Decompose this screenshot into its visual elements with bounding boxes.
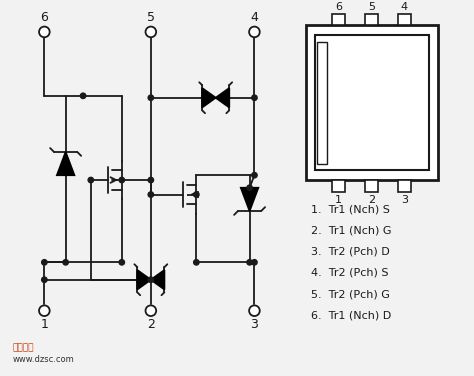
Text: 2: 2 xyxy=(147,318,155,332)
Circle shape xyxy=(63,259,68,265)
Circle shape xyxy=(39,305,50,316)
Bar xyxy=(318,42,327,164)
Circle shape xyxy=(148,95,154,100)
Bar xyxy=(315,35,428,170)
Bar xyxy=(398,180,411,192)
Bar xyxy=(365,14,378,25)
Circle shape xyxy=(148,277,154,282)
Text: 5.  Tr2 (Pch) G: 5. Tr2 (Pch) G xyxy=(310,289,390,299)
Polygon shape xyxy=(241,188,258,211)
Text: 2: 2 xyxy=(368,194,375,205)
Circle shape xyxy=(146,305,156,316)
Bar xyxy=(332,14,346,25)
Text: 4.  Tr2 (Pch) S: 4. Tr2 (Pch) S xyxy=(310,268,388,278)
Bar xyxy=(332,180,346,192)
Bar xyxy=(365,180,378,192)
Circle shape xyxy=(249,27,260,37)
Circle shape xyxy=(119,259,125,265)
Circle shape xyxy=(42,277,47,282)
Polygon shape xyxy=(137,270,151,290)
Circle shape xyxy=(148,192,154,197)
Text: 维库一下: 维库一下 xyxy=(12,343,34,352)
Text: 1: 1 xyxy=(40,318,48,332)
Circle shape xyxy=(252,259,257,265)
Polygon shape xyxy=(151,270,164,290)
Bar xyxy=(398,14,411,25)
Circle shape xyxy=(247,259,252,265)
Circle shape xyxy=(42,259,47,265)
Circle shape xyxy=(249,305,260,316)
Text: 3: 3 xyxy=(401,194,408,205)
Text: 4: 4 xyxy=(250,11,258,24)
Circle shape xyxy=(88,177,93,183)
Circle shape xyxy=(119,177,125,183)
Text: www.dzsc.com: www.dzsc.com xyxy=(12,355,74,364)
Text: 6.  Tr1 (Nch) D: 6. Tr1 (Nch) D xyxy=(310,311,391,321)
Circle shape xyxy=(148,177,154,183)
Text: 3.  Tr2 (Pch) D: 3. Tr2 (Pch) D xyxy=(310,247,389,257)
Circle shape xyxy=(252,173,257,178)
Text: 2.  Tr1 (Nch) G: 2. Tr1 (Nch) G xyxy=(310,225,391,235)
Circle shape xyxy=(81,93,86,99)
Circle shape xyxy=(247,185,252,191)
Text: 3: 3 xyxy=(250,318,258,332)
Text: 5: 5 xyxy=(368,2,375,12)
Text: 6: 6 xyxy=(335,2,342,12)
Circle shape xyxy=(194,192,199,197)
Text: 1.  Tr1 (Nch) S: 1. Tr1 (Nch) S xyxy=(310,204,390,214)
Bar xyxy=(306,25,438,180)
Text: 4: 4 xyxy=(401,2,408,12)
Polygon shape xyxy=(216,88,229,108)
Text: 6: 6 xyxy=(40,11,48,24)
Text: 5: 5 xyxy=(147,11,155,24)
Circle shape xyxy=(146,27,156,37)
Polygon shape xyxy=(57,152,74,175)
Circle shape xyxy=(252,95,257,100)
Circle shape xyxy=(194,259,199,265)
Circle shape xyxy=(39,27,50,37)
Text: 1: 1 xyxy=(335,194,342,205)
Polygon shape xyxy=(202,88,216,108)
